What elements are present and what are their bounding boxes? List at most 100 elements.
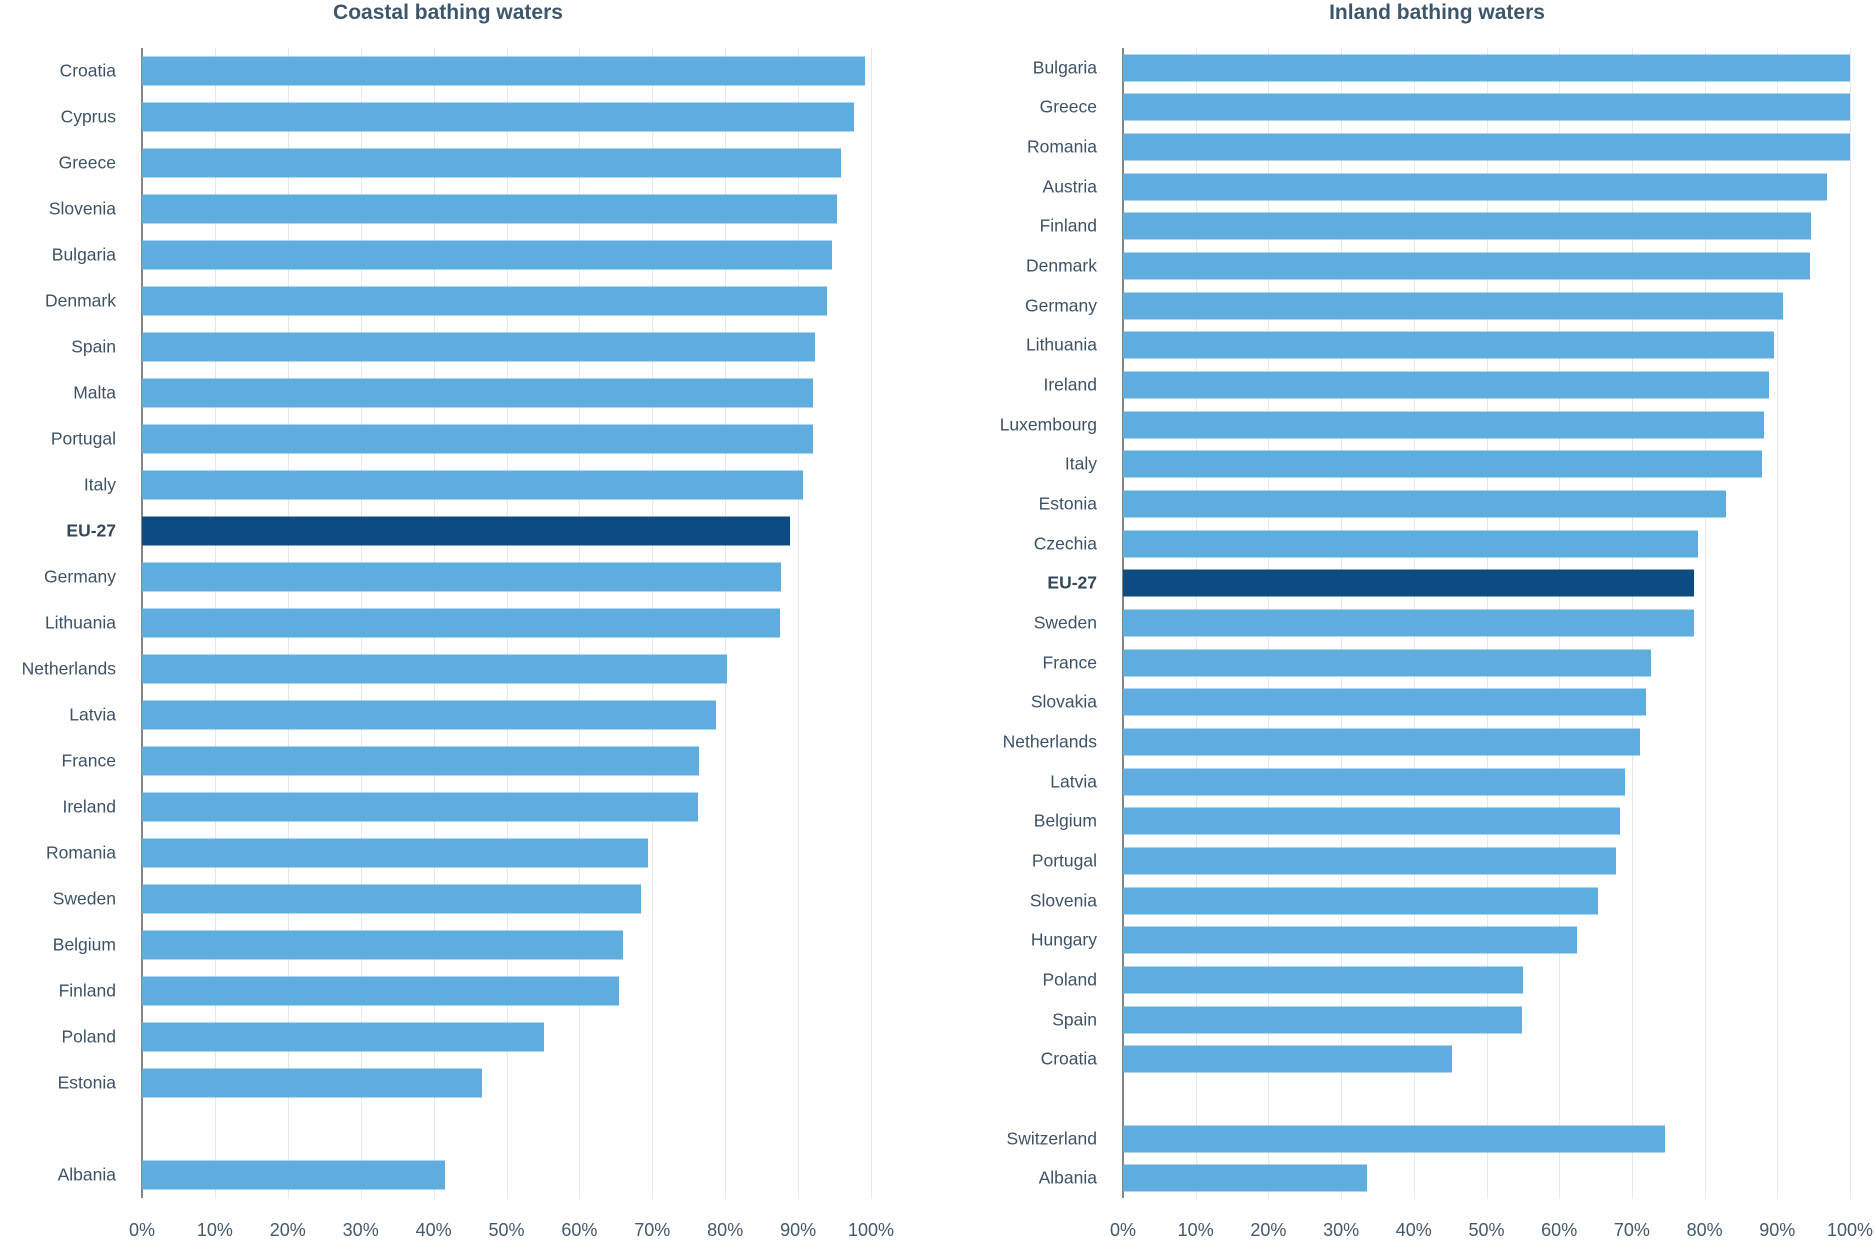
bar [142,1068,483,1098]
country-label: Romania [1026,136,1097,157]
country-label: Slovenia [48,198,116,219]
bar [142,286,828,316]
country-label: Spain [1052,1009,1097,1030]
country-label: Finland [1039,215,1097,236]
x-tick-label: 80% [1686,1220,1723,1240]
bar [142,700,717,730]
spacer-row [938,1079,1876,1119]
bar [1123,212,1812,240]
bar [1123,728,1640,756]
country-label: Greece [1039,96,1097,117]
bar [1123,54,1850,82]
country-label: Germany [1025,295,1097,316]
chart-row: Slovenia [0,186,938,232]
chart-row: Romania [0,830,938,876]
chart-row: Netherlands [938,722,1876,762]
chart-row: Slovakia [938,683,1876,723]
country-label: Netherlands [1002,731,1097,752]
chart-row: EU-27 [0,508,938,554]
x-tick-label: 90% [1759,1220,1796,1240]
bar [142,562,782,592]
gridline [871,48,872,1198]
chart-row: Croatia [938,1039,1876,1079]
bar [142,1022,545,1052]
x-tick-label: 0% [128,1220,156,1240]
bar [142,332,815,362]
bar [142,148,842,178]
chart-row: Latvia [0,692,938,738]
chart-row: Estonia [0,1060,938,1106]
bar [1123,1045,1452,1073]
chart-row: Czechia [938,524,1876,564]
country-label: EU-27 [1047,572,1097,593]
country-label: Slovakia [1030,691,1097,712]
x-tick-label: 30% [342,1220,379,1240]
bar [142,608,780,638]
country-label: Romania [45,842,116,863]
bar-eu27-highlight [142,516,791,546]
coastal-rows: Croatia Cyprus Greece Slovenia Bulgaria Denma… [0,48,938,1198]
chart-row: Bulgaria [938,48,1876,88]
inland-rows: Bulgaria Greece Romania Austria Finland Denma… [938,48,1876,1198]
country-label: Portugal [50,428,116,449]
bar-eu27-highlight [1123,569,1695,597]
x-tick-label: 50% [488,1220,525,1240]
chart-row: Portugal [938,841,1876,881]
bar [142,792,699,822]
x-tick-label: 90% [780,1220,817,1240]
x-tick-label: 10% [196,1220,233,1240]
chart-row: Finland [0,968,938,1014]
chart-row: Luxembourg [938,405,1876,445]
country-label: Bulgaria [51,244,116,265]
chart-row: Spain [938,1000,1876,1040]
gridline [798,48,800,1198]
spacer-row [0,1106,938,1152]
country-label: Sweden [52,888,116,909]
chart-row: Cyprus [0,94,938,140]
bar [142,654,728,684]
country-label: Greece [58,152,116,173]
chart-row: Malta [0,370,938,416]
chart-row: France [0,738,938,784]
bar [142,976,619,1006]
gridline [1777,48,1779,1198]
country-label: Estonia [57,1072,116,1093]
chart-row: Sweden [938,603,1876,643]
bar [1123,1164,1367,1192]
country-label: Poland [1042,969,1098,990]
bar [142,56,866,86]
x-tick-label: 70% [634,1220,671,1240]
country-label: Cyprus [60,106,116,127]
country-label: Switzerland [1006,1128,1097,1149]
x-tick-label: 10% [1177,1220,1214,1240]
bar [1123,649,1651,677]
inland-chart-panel: Inland bathing waters Bulgaria Greece Roma… [938,0,1876,1258]
x-tick-label: 80% [707,1220,744,1240]
bar [1123,173,1828,201]
country-label: Lithuania [44,612,116,633]
chart-row: Portugal [0,416,938,462]
x-tick-label: 50% [1468,1220,1505,1240]
country-label: Croatia [59,60,116,81]
country-label: Luxembourg [999,414,1097,435]
x-tick-label: 60% [1541,1220,1578,1240]
inland-x-axis: 0% 10% 20% 30% 40% 50% 60% 70% 80% 90% 100% [1110,1220,1873,1254]
coastal-x-axis: 0% 10% 20% 30% 40% 50% 60% 70% 80% 90% 100% [129,1220,894,1254]
bar [1123,688,1646,716]
bar [1123,292,1784,320]
bar [1123,371,1770,399]
gridline [1850,48,1851,1198]
country-label: Germany [44,566,116,587]
country-label: France [61,750,116,771]
chart-row: Switzerland [938,1119,1876,1159]
chart-row: Latvia [938,762,1876,802]
country-label: Portugal [1031,850,1097,871]
x-tick-label: 40% [415,1220,452,1240]
chart-row: Germany [938,286,1876,326]
country-label: Estonia [1038,493,1097,514]
chart-row: Austria [938,167,1876,207]
country-label: Ireland [62,796,116,817]
chart-row: EU-27 [938,564,1876,604]
country-label: Netherlands [21,658,116,679]
chart-row: Belgium [0,922,938,968]
